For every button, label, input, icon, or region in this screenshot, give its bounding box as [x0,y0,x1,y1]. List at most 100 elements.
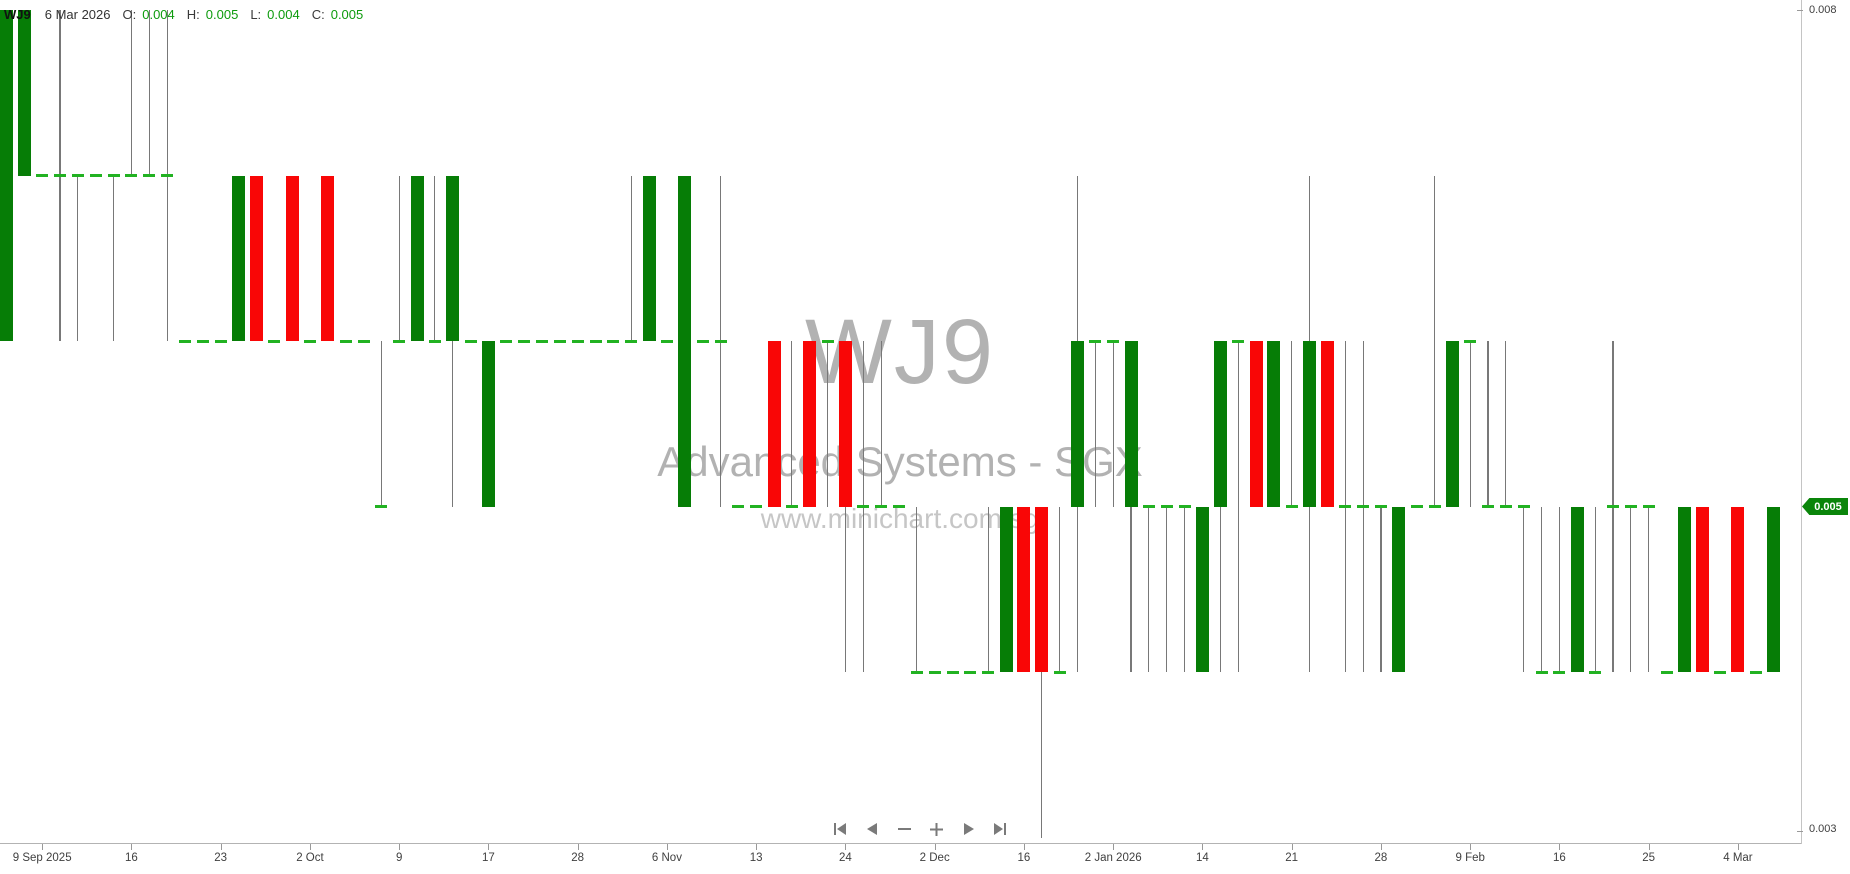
up-candle-body[interactable] [1392,506,1406,672]
doji-dash[interactable] [1053,670,1066,674]
up-candle-body[interactable] [999,506,1013,672]
up-candle-body[interactable] [1071,341,1084,507]
up-candle-body[interactable] [642,175,656,341]
doji-dash[interactable] [660,339,673,343]
up-candle-body[interactable] [0,10,13,341]
doji-dash[interactable] [518,339,531,343]
doji-dash[interactable] [1142,505,1155,508]
doji-dash[interactable] [214,339,227,343]
doji-dash[interactable] [857,505,870,508]
doji-dash[interactable] [143,174,156,177]
doji-dash[interactable] [928,670,941,674]
doji-dash[interactable] [1178,505,1191,508]
up-candle-body[interactable] [1303,341,1317,507]
doji-dash[interactable] [875,505,888,508]
doji-dash[interactable] [1428,505,1441,508]
doji-dash[interactable] [1374,505,1387,508]
doji-dash[interactable] [607,339,620,343]
up-candle-body[interactable] [17,10,31,176]
doji-dash[interactable] [553,339,566,343]
doji-dash[interactable] [1089,339,1102,343]
doji-dash[interactable] [732,505,745,508]
step-back-button[interactable] [861,818,883,840]
up-candle-body[interactable] [446,175,460,341]
doji-dash[interactable] [1607,505,1619,508]
doji-dash[interactable] [339,339,352,343]
doji-dash[interactable] [1410,505,1423,508]
up-candle-body[interactable] [1570,506,1584,672]
doji-dash[interactable] [428,339,441,343]
doji-dash[interactable] [357,339,370,343]
doji-dash[interactable] [125,174,138,177]
doji-dash[interactable] [910,670,923,674]
down-candle-body[interactable] [1249,341,1263,507]
down-candle-body[interactable] [1695,506,1709,672]
candlestick-plot-area[interactable] [0,0,1802,874]
doji-dash[interactable] [393,339,406,343]
doji-dash[interactable] [161,174,174,177]
up-candle-body[interactable] [481,341,495,507]
doji-dash[interactable] [1517,505,1530,508]
doji-dash[interactable] [375,505,388,508]
doji-dash[interactable] [821,339,834,343]
down-candle-body[interactable] [321,175,335,341]
doji-dash[interactable] [982,670,995,674]
skip-to-end-button[interactable] [989,818,1011,840]
doji-dash[interactable] [785,505,798,508]
down-candle-body[interactable] [838,341,852,507]
zoom-out-button[interactable] [893,818,915,840]
doji-dash[interactable] [1482,505,1495,508]
down-candle-body[interactable] [285,175,299,341]
down-candle-body[interactable] [249,175,263,341]
up-candle-body[interactable] [1124,341,1138,507]
doji-dash[interactable] [1714,670,1727,674]
doji-dash[interactable] [571,339,584,343]
doji-dash[interactable] [1624,505,1637,508]
down-candle-body[interactable] [1731,506,1745,672]
up-candle-body[interactable] [1767,506,1781,672]
doji-dash[interactable] [1499,505,1512,508]
doji-dash[interactable] [1107,339,1120,343]
up-candle-body[interactable] [678,175,692,507]
doji-dash[interactable] [179,339,191,343]
up-candle-body[interactable] [1267,341,1281,507]
doji-dash[interactable] [89,174,102,177]
doji-dash[interactable] [268,339,281,343]
skip-to-start-button[interactable] [829,818,851,840]
doji-dash[interactable] [1553,670,1566,674]
up-candle-body[interactable] [410,175,424,341]
down-candle-body[interactable] [1017,506,1031,672]
doji-dash[interactable] [714,339,727,343]
doji-dash[interactable] [303,339,316,343]
up-candle-body[interactable] [1677,506,1691,672]
doji-dash[interactable] [107,174,120,177]
doji-dash[interactable] [946,670,959,674]
doji-dash[interactable] [1464,339,1477,343]
doji-dash[interactable] [893,505,905,508]
up-candle-body[interactable] [232,175,246,341]
doji-dash[interactable] [464,339,477,343]
doji-dash[interactable] [71,174,84,177]
doji-dash[interactable] [1660,670,1673,674]
doji-dash[interactable] [1160,505,1173,508]
doji-dash[interactable] [589,339,602,343]
doji-dash[interactable] [1642,505,1655,508]
doji-dash[interactable] [964,670,977,674]
down-candle-body[interactable] [767,341,781,507]
doji-dash[interactable] [500,339,513,343]
doji-dash[interactable] [625,339,638,343]
doji-dash[interactable] [1339,505,1352,508]
zoom-in-button[interactable] [925,818,947,840]
up-candle-body[interactable] [1213,341,1227,507]
step-forward-button[interactable] [957,818,979,840]
doji-dash[interactable] [1357,505,1370,508]
doji-dash[interactable] [1285,505,1298,508]
doji-dash[interactable] [1749,670,1762,674]
up-candle-body[interactable] [1195,506,1209,672]
doji-dash[interactable] [750,505,763,508]
down-candle-body[interactable] [803,341,817,507]
down-candle-body[interactable] [1320,341,1334,507]
doji-dash[interactable] [536,339,548,343]
doji-dash[interactable] [1232,339,1245,343]
doji-dash[interactable] [1589,670,1602,674]
